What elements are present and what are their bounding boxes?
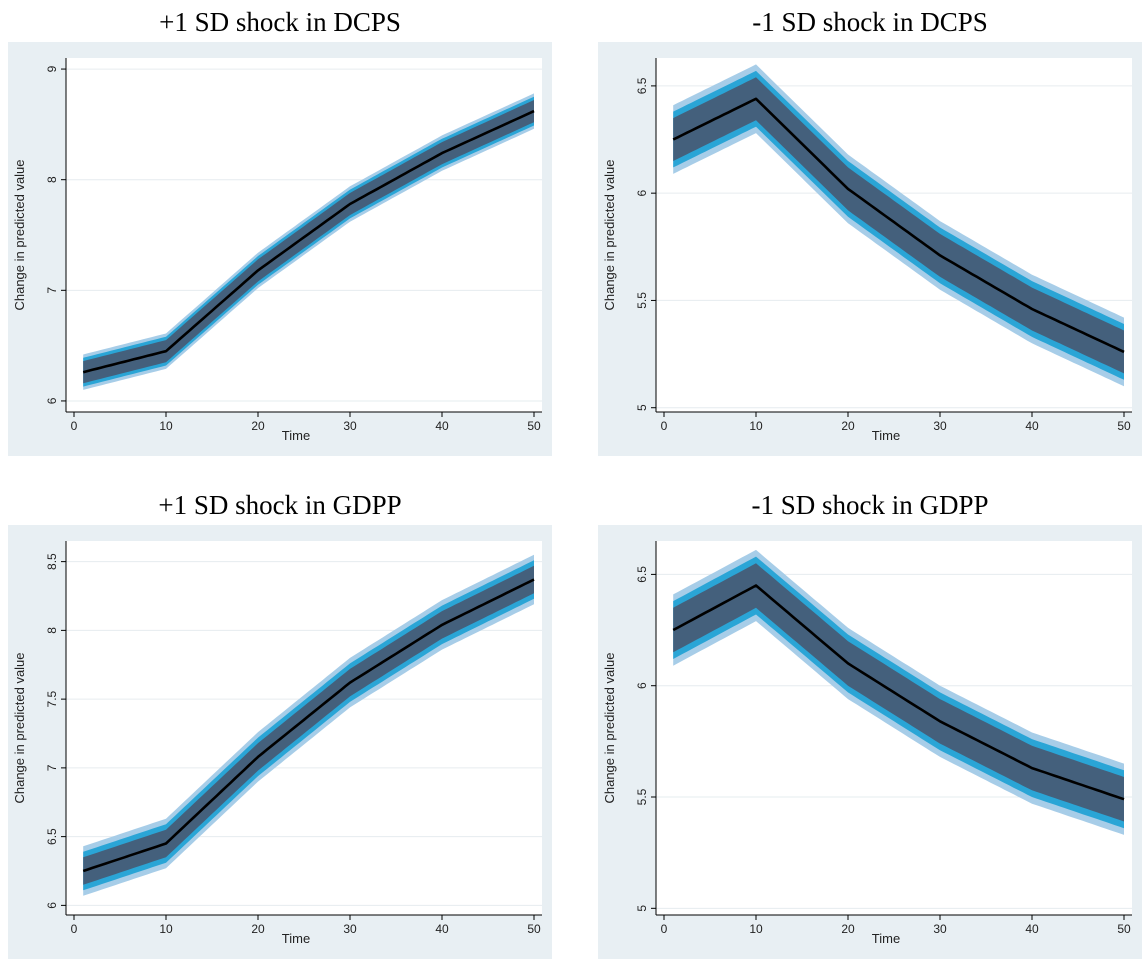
x-tick-label: 20 xyxy=(251,922,265,936)
y-tick-label: 6.5 xyxy=(635,77,649,94)
y-tick-label: 7 xyxy=(45,287,59,294)
x-tick-label: 50 xyxy=(527,419,541,433)
y-tick-label: 6.5 xyxy=(45,828,59,845)
y-tick-label: 8.5 xyxy=(45,553,59,570)
y-axis-label: Change in predicted value xyxy=(12,652,27,803)
x-tick-label: 30 xyxy=(343,419,357,433)
y-tick-label: 7 xyxy=(45,764,59,771)
x-axis-label: Time xyxy=(872,931,900,946)
y-tick-label: 5.5 xyxy=(635,788,649,805)
chart-svg: 5 5.5 6 6.5 0 10 20 30 40 50 Time Change in predict… xyxy=(598,525,1142,959)
x-tick-label: 0 xyxy=(71,419,78,433)
x-tick-label: 10 xyxy=(749,419,763,433)
x-axis-label: Time xyxy=(282,428,310,443)
chart-svg: 6 7 8 9 0 10 20 30 40 50 Time Change in predicted v… xyxy=(8,42,552,456)
x-tick-label: 0 xyxy=(661,922,668,936)
y-tick-label: 6 xyxy=(635,682,649,689)
y-axis-label: Change in predicted value xyxy=(12,159,27,310)
x-tick-label: 0 xyxy=(71,922,78,936)
x-tick-label: 30 xyxy=(933,922,947,936)
series-line xyxy=(672,584,1125,801)
chart-panel-minus-gdpp: -1 SD shock in GDPP 5 5.5 6 6.5 0 10 20 30 40 50 T… xyxy=(598,483,1142,961)
x-tick-label: 10 xyxy=(159,419,173,433)
series-line xyxy=(82,109,535,374)
y-tick-label: 7.5 xyxy=(45,690,59,707)
x-tick-label: 40 xyxy=(435,419,449,433)
x-tick-label: 40 xyxy=(1025,922,1039,936)
x-tick-label: 20 xyxy=(841,922,855,936)
x-tick-label: 50 xyxy=(1117,419,1131,433)
x-tick-label: 40 xyxy=(435,922,449,936)
x-tick-label: 30 xyxy=(933,419,947,433)
chart-title: +1 SD shock in DCPS xyxy=(159,7,401,37)
x-tick-label: 20 xyxy=(841,419,855,433)
chart-panel-plus-gdpp: +1 SD shock in GDPP 6 6.5 7 7.5 8 8.5 0 10 20 30 4… xyxy=(8,483,552,961)
y-tick-label: 9 xyxy=(45,65,59,72)
y-axis-label: Change in predicted value xyxy=(602,652,617,803)
y-tick-label: 6.5 xyxy=(635,566,649,583)
y-tick-label: 8 xyxy=(45,627,59,634)
chart-title: +1 SD shock in GDPP xyxy=(158,490,402,520)
y-tick-label: 6 xyxy=(45,902,59,909)
x-tick-label: 10 xyxy=(749,922,763,936)
chart-panel-minus-dcps: -1 SD shock in DCPS 5 5.5 6 6.5 0 10 20 30 40 50 T… xyxy=(598,0,1142,458)
y-axis-label: Change in predicted value xyxy=(602,159,617,310)
y-tick-label: 5.5 xyxy=(635,292,649,309)
y-tick-label: 6 xyxy=(635,190,649,197)
series-line xyxy=(672,97,1125,354)
x-tick-label: 50 xyxy=(1117,922,1131,936)
chart-title: -1 SD shock in DCPS xyxy=(752,7,988,37)
chart-panel-plus-dcps: +1 SD shock in DCPS 6 7 8 9 0 10 20 30 40 50 Time C… xyxy=(8,0,552,458)
chart-svg: 5 5.5 6 6.5 0 10 20 30 40 50 Time Change in predict… xyxy=(598,42,1142,456)
x-axis-label: Time xyxy=(282,931,310,946)
y-tick-label: 5 xyxy=(635,404,649,411)
ci-band-inner xyxy=(83,100,534,384)
x-tick-label: 0 xyxy=(661,419,668,433)
chart-svg: 6 6.5 7 7.5 8 8.5 0 10 20 30 40 50 Time Change in pre… xyxy=(8,525,552,959)
x-tick-label: 50 xyxy=(527,922,541,936)
x-tick-label: 20 xyxy=(251,419,265,433)
y-tick-label: 5 xyxy=(635,905,649,912)
x-tick-label: 30 xyxy=(343,922,357,936)
ci-band-inner xyxy=(83,565,534,885)
series-line xyxy=(82,578,535,873)
y-tick-label: 8 xyxy=(45,176,59,183)
x-tick-label: 10 xyxy=(159,922,173,936)
x-axis-label: Time xyxy=(872,428,900,443)
y-tick-label: 6 xyxy=(45,397,59,404)
x-tick-label: 40 xyxy=(1025,419,1039,433)
chart-title: -1 SD shock in GDPP xyxy=(751,490,989,520)
